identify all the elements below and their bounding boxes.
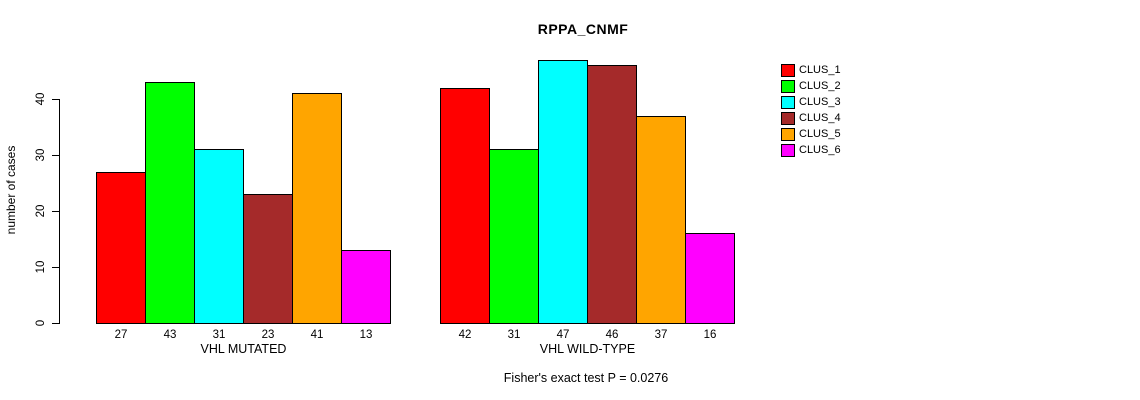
chart-title: RPPA_CNMF [537, 21, 629, 37]
bar-clus_2 [489, 149, 539, 324]
bar-clus_3 [194, 149, 244, 324]
bar-value-label: 43 [163, 329, 177, 341]
legend-label: CLUS_2 [799, 80, 841, 92]
bar-clus_6 [685, 233, 735, 324]
legend-swatch-icon [781, 111, 795, 125]
legend-item-clus_6: CLUS_6 [781, 142, 841, 158]
bar-clus_3 [538, 59, 588, 324]
bar-value-label: 47 [556, 329, 570, 341]
bar-value-label: 13 [359, 329, 373, 341]
legend-label: CLUS_4 [799, 112, 841, 124]
legend-swatch-icon [781, 63, 795, 77]
bar-clus_1 [440, 87, 490, 324]
bar-value-label: 37 [654, 329, 668, 341]
bar-value-label: 31 [212, 329, 226, 341]
legend-label: CLUS_1 [799, 64, 841, 76]
bar-value-label: 27 [114, 329, 128, 341]
y-axis-tick [52, 99, 60, 100]
bar-clus_5 [292, 93, 342, 324]
bar-value-label: 46 [605, 329, 619, 341]
bar-value-label: 23 [261, 329, 275, 341]
legend-label: CLUS_3 [799, 96, 841, 108]
legend-item-clus_5: CLUS_5 [781, 126, 841, 142]
y-axis-tick [52, 155, 60, 156]
legend-swatch-icon [781, 79, 795, 93]
bar-clus_4 [243, 194, 293, 324]
y-axis-tick [52, 323, 60, 324]
bar-clus_2 [145, 82, 195, 324]
bar-value-label: 42 [458, 329, 472, 341]
bar-clus_1 [96, 171, 146, 324]
legend-swatch-icon [781, 127, 795, 141]
y-axis-tick-label: 30 [35, 148, 47, 162]
bar-value-label: 41 [310, 329, 324, 341]
bar-clus_5 [636, 115, 686, 324]
bar-value-label: 31 [507, 329, 521, 341]
y-axis-tick-label: 40 [35, 92, 47, 106]
y-axis-label: number of cases [4, 145, 18, 235]
y-axis-tick [52, 267, 60, 268]
legend-item-clus_2: CLUS_2 [781, 78, 841, 94]
fisher-test-annotation: Fisher's exact test P = 0.0276 [503, 371, 669, 385]
group-label: VHL WILD-TYPE [539, 342, 636, 356]
y-axis-tick-label: 10 [35, 260, 47, 274]
bar-value-label: 16 [703, 329, 717, 341]
group-label: VHL MUTATED [200, 342, 287, 356]
legend-label: CLUS_5 [799, 128, 841, 140]
y-axis-tick-label: 0 [35, 319, 47, 327]
bar-clus_6 [341, 250, 391, 324]
y-axis-tick [52, 211, 60, 212]
legend-item-clus_4: CLUS_4 [781, 110, 841, 126]
legend-label: CLUS_6 [799, 144, 841, 156]
legend-swatch-icon [781, 95, 795, 109]
bar-clus_4 [587, 65, 637, 324]
y-axis-tick-label: 20 [35, 204, 47, 218]
legend-item-clus_1: CLUS_1 [781, 62, 841, 78]
legend-item-clus_3: CLUS_3 [781, 94, 841, 110]
legend-swatch-icon [781, 143, 795, 157]
legend: CLUS_1 CLUS_2 CLUS_3 CLUS_4 CLUS_5 CLUS_6 [781, 62, 841, 158]
